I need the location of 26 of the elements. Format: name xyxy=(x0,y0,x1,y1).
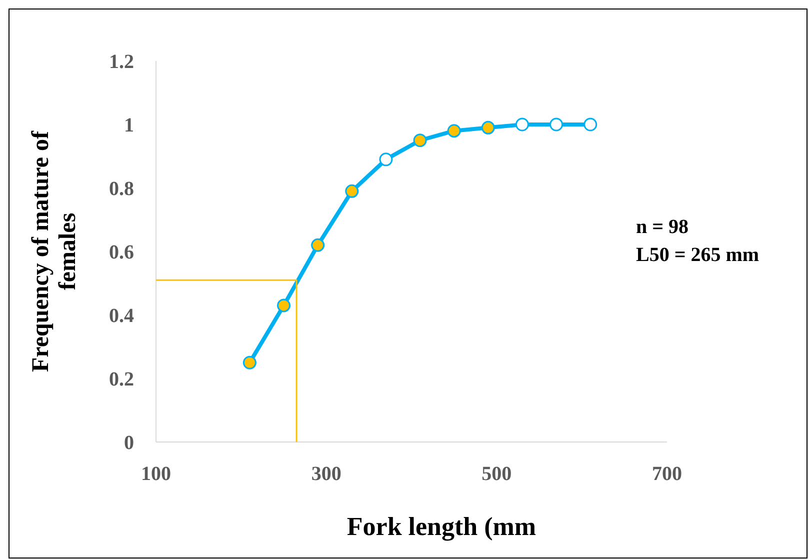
point xyxy=(481,120,495,134)
point xyxy=(379,152,393,166)
y-axis-title: Frequency of mature of females xyxy=(28,130,81,372)
y-tick-label: 1 xyxy=(124,114,134,136)
point xyxy=(584,118,598,132)
point xyxy=(515,118,529,132)
y-tick-label: 0.8 xyxy=(109,178,134,200)
y-tick-label: 0.2 xyxy=(109,368,134,390)
x-tick-label: 500 xyxy=(482,463,512,485)
y-tick-label: 0 xyxy=(124,432,134,454)
y-tick-label: 1.2 xyxy=(109,51,134,73)
x-tick-label: 300 xyxy=(311,463,342,485)
point xyxy=(345,184,359,198)
point xyxy=(242,356,256,370)
point xyxy=(447,124,461,138)
x-tick-label: 100 xyxy=(141,463,171,485)
point xyxy=(413,134,427,148)
x-axis-title: Fork length (mm xyxy=(346,512,536,541)
annotation: n = 98 xyxy=(636,216,689,238)
point xyxy=(277,298,290,312)
point xyxy=(550,118,564,132)
annotation: L50 = 265 mm xyxy=(636,244,760,266)
y-tick-label: 0.6 xyxy=(109,242,134,264)
point xyxy=(311,238,325,252)
x-tick-label: 700 xyxy=(652,463,682,485)
y-tick-label: 0.4 xyxy=(109,305,134,327)
